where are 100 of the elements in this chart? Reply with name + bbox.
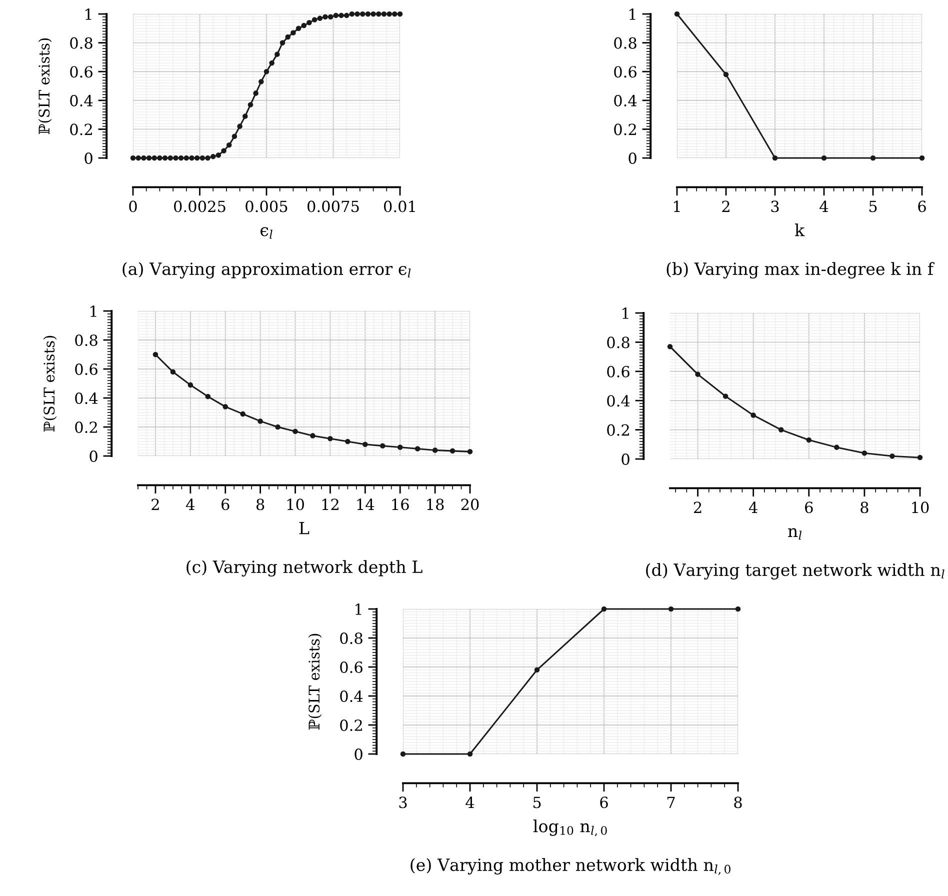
point (173, 155, 178, 161)
point (328, 14, 334, 20)
y-tick-label: 0.2 (340, 719, 362, 732)
point (200, 155, 206, 161)
point (432, 448, 438, 453)
point (601, 606, 607, 612)
point (240, 411, 246, 417)
x-tick-label: 0.005 (246, 200, 288, 212)
x-tick-label: 6 (600, 796, 608, 808)
y-tick-label: 0.2 (75, 421, 97, 434)
point (221, 148, 226, 154)
point (274, 52, 280, 57)
x-tick-label: 3 (771, 200, 779, 212)
x-tick-label: 6 (222, 498, 230, 510)
x-tick-label: 14 (357, 498, 374, 510)
x-tick-label: 8 (256, 498, 264, 510)
point (168, 155, 174, 161)
point (362, 442, 368, 448)
point (344, 12, 350, 18)
y-tick-label: 1 (90, 305, 96, 317)
point (870, 155, 876, 161)
x-tick-label: 10 (287, 498, 304, 510)
y-tick-label: 0.8 (75, 334, 98, 346)
y-axis-title: ℙ(SLT exists) (43, 336, 57, 432)
y-tick-label: 0.4 (75, 392, 98, 404)
point (667, 344, 673, 350)
point (333, 12, 339, 18)
y-tick-label: 0.6 (340, 661, 362, 674)
point (152, 352, 158, 358)
point (136, 155, 141, 161)
x-tick-label: 18 (427, 498, 444, 510)
x-tick-label: 16 (392, 498, 409, 510)
point (668, 606, 674, 612)
y-tick-label: 0.4 (607, 395, 630, 407)
x-axis-title: log$_{10}$ n$_{l,0}$ (533, 819, 607, 836)
x-axis-title: n$_{l}$ (788, 528, 802, 540)
point (345, 438, 350, 444)
y-tick-label: 0.4 (340, 690, 363, 702)
point (365, 11, 371, 17)
y-tick-label: 0.6 (614, 66, 636, 78)
point (264, 68, 270, 74)
point (216, 152, 222, 158)
point (806, 437, 812, 443)
point (778, 427, 784, 432)
y-tick-label: 0.2 (614, 124, 636, 136)
point (188, 382, 194, 388)
point (296, 26, 302, 32)
point (862, 450, 868, 456)
x-tick-label: 20 (461, 498, 479, 510)
point (750, 412, 756, 418)
point (242, 114, 248, 119)
point (280, 40, 286, 46)
y-tick-label: 0.2 (607, 424, 629, 436)
point (723, 72, 729, 78)
point (237, 124, 242, 129)
point (162, 155, 168, 161)
point (170, 369, 176, 375)
point (253, 90, 258, 96)
x-tick-label: 8 (860, 502, 868, 514)
point (772, 155, 778, 161)
x-tick-label: 5 (533, 796, 541, 808)
x-tick-label: 2 (694, 502, 702, 513)
point (178, 155, 184, 161)
x-tick-label: 6 (805, 502, 813, 514)
point (917, 454, 923, 460)
y-tick-label: 0.8 (614, 37, 636, 49)
point (328, 436, 333, 442)
point (397, 444, 403, 450)
point (370, 11, 376, 17)
point (146, 155, 152, 161)
x-tick-label: 6 (918, 200, 926, 212)
point (152, 155, 157, 161)
x-tick-label: 0.0025 (174, 200, 226, 212)
text: (b) Varying max in-degree k in f (666, 262, 935, 279)
point (467, 449, 473, 454)
point (141, 155, 146, 161)
point (157, 155, 162, 161)
x-tick-label: 2 (722, 200, 730, 212)
x-axis-title: ϵ$_{l}$ (260, 227, 272, 239)
point (232, 134, 238, 140)
point (695, 372, 700, 377)
x-tick-label: 3 (399, 796, 407, 808)
point (380, 443, 386, 448)
point (890, 453, 895, 459)
point (312, 17, 318, 22)
point (317, 16, 323, 21)
y-tick-label: 0 (354, 748, 362, 760)
y-tick-label: 0.8 (70, 37, 92, 49)
text: (e) Varying mother network width n$_{l,0}$ (410, 858, 730, 876)
text: (c) Varying network depth L (186, 560, 422, 577)
point (919, 155, 925, 161)
point (194, 155, 200, 161)
y-tick-label: 0 (84, 152, 92, 164)
point (349, 11, 355, 17)
x-axis-title: k (794, 223, 805, 236)
x-tick-label: 0 (129, 200, 137, 212)
point (376, 11, 382, 17)
text: (d) Varying target network width n$_{l}$ (646, 563, 944, 580)
point (392, 11, 398, 17)
x-tick-label: 10 (912, 502, 929, 514)
